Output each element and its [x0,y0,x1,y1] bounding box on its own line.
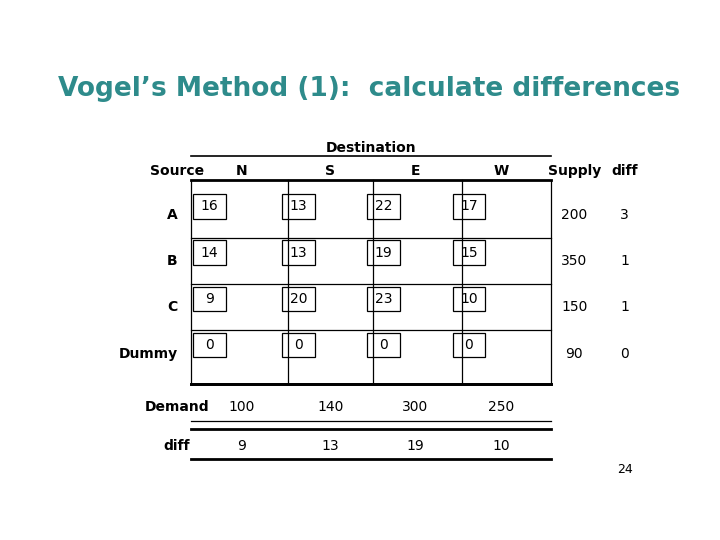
Bar [453,194,485,219]
Bar [193,194,225,219]
Text: N: N [235,164,247,178]
Text: 3: 3 [621,208,629,222]
Bar [282,194,315,219]
Text: 300: 300 [402,401,428,415]
Text: A: A [167,208,178,222]
Text: 13: 13 [289,246,307,260]
Text: 0: 0 [379,338,388,352]
Text: 19: 19 [375,246,392,260]
Text: diff: diff [163,439,190,453]
Text: 0: 0 [294,338,303,352]
Text: 140: 140 [317,401,343,415]
Text: Destination: Destination [325,141,416,155]
Text: C: C [167,300,178,314]
Text: 13: 13 [321,439,339,453]
Text: W: W [493,164,508,178]
Bar [367,333,400,357]
Text: 20: 20 [289,292,307,306]
Text: 10: 10 [492,439,510,453]
Text: 23: 23 [375,292,392,306]
Text: 100: 100 [228,401,254,415]
Text: Supply: Supply [548,164,601,178]
Text: Source: Source [150,164,204,178]
Text: 0: 0 [464,338,473,352]
Text: Demand: Demand [145,401,209,415]
Text: 19: 19 [407,439,424,453]
Text: 10: 10 [460,292,478,306]
Text: 16: 16 [200,199,218,213]
Text: diff: diff [611,164,638,178]
Bar [193,287,225,311]
Bar [193,333,225,357]
Text: 9: 9 [205,292,214,306]
Text: 22: 22 [375,199,392,213]
Bar [282,333,315,357]
Bar [193,240,225,265]
Bar [367,194,400,219]
Text: 17: 17 [460,199,478,213]
Text: 15: 15 [460,246,478,260]
Text: 150: 150 [561,300,588,314]
Text: B: B [167,254,178,268]
Text: 9: 9 [237,439,246,453]
Bar [282,287,315,311]
Bar [282,240,315,265]
Text: 1: 1 [621,300,629,314]
Text: 90: 90 [566,347,583,361]
Text: 1: 1 [621,254,629,268]
Text: E: E [410,164,420,178]
Text: 0: 0 [621,347,629,361]
Text: 0: 0 [205,338,214,352]
Text: Dummy: Dummy [119,347,178,361]
Text: 350: 350 [562,254,588,268]
Text: 250: 250 [487,401,514,415]
Bar [367,287,400,311]
Text: S: S [325,164,336,178]
Text: 14: 14 [201,246,218,260]
Bar [453,240,485,265]
Bar [453,333,485,357]
Text: 200: 200 [562,208,588,222]
Text: Vogel’s Method (1):  calculate differences: Vogel’s Method (1): calculate difference… [58,77,680,103]
Bar [367,240,400,265]
Text: 13: 13 [289,199,307,213]
Bar [453,287,485,311]
Text: 24: 24 [617,463,632,476]
